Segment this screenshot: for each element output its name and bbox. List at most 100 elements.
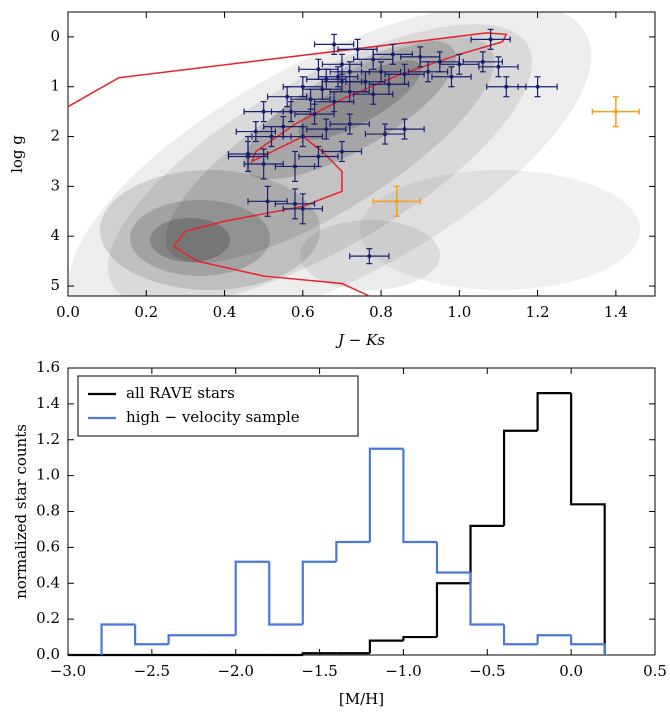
y-tick-label: 3 xyxy=(50,176,60,194)
y-tick-label: 0.2 xyxy=(36,609,60,627)
point xyxy=(613,109,618,114)
point xyxy=(269,134,274,139)
y-tick-label: 1.6 xyxy=(36,358,60,376)
point xyxy=(347,69,352,74)
histogram-step xyxy=(368,447,404,542)
x-tick-label: 0.4 xyxy=(213,303,237,321)
point xyxy=(339,62,344,67)
point xyxy=(426,69,431,74)
point xyxy=(371,57,376,62)
point xyxy=(292,201,297,206)
point xyxy=(300,134,305,139)
y-tick-label: 0 xyxy=(50,27,60,45)
x-tick-label: −3.0 xyxy=(50,662,86,680)
point xyxy=(281,124,286,129)
top-frame xyxy=(67,11,656,297)
histogram-step xyxy=(469,572,505,626)
point xyxy=(320,87,325,92)
histogram-step xyxy=(435,541,471,574)
y-tick-label: 1 xyxy=(50,77,60,95)
point xyxy=(363,79,368,84)
x-axis-label: J − Ks xyxy=(335,331,385,349)
point xyxy=(386,82,391,87)
point xyxy=(379,69,384,74)
x-axis-label: [M/H] xyxy=(339,690,384,708)
point xyxy=(316,154,321,159)
point xyxy=(402,127,407,132)
histogram-step xyxy=(502,624,538,646)
histogram-step xyxy=(469,524,505,584)
x-tick-label: 1.4 xyxy=(604,303,628,321)
point xyxy=(246,154,251,159)
y-tick-label: 0.4 xyxy=(36,573,60,591)
point xyxy=(347,122,352,127)
point xyxy=(339,79,344,84)
point xyxy=(339,149,344,154)
histogram-step xyxy=(167,634,203,645)
histogram-step xyxy=(536,634,572,645)
point xyxy=(390,52,395,57)
histogram-step xyxy=(435,582,471,638)
x-tick-label: 0.2 xyxy=(134,303,158,321)
x-tick-label: −1.5 xyxy=(301,662,337,680)
histogram-step xyxy=(570,635,606,655)
density-contours xyxy=(68,12,640,296)
point xyxy=(457,62,462,67)
histogram-step xyxy=(234,560,270,636)
point xyxy=(496,64,501,69)
x-tick-label: 1.0 xyxy=(447,303,471,321)
point xyxy=(253,129,258,134)
point xyxy=(371,92,376,97)
point xyxy=(316,67,321,72)
point xyxy=(312,112,317,117)
y-tick-label: 0.6 xyxy=(36,537,60,555)
y-tick-label: 5 xyxy=(50,276,60,294)
point xyxy=(535,84,540,89)
point xyxy=(504,84,509,89)
point xyxy=(367,254,372,259)
point xyxy=(261,161,266,166)
legend-box xyxy=(77,375,359,437)
x-tick-label: 1.2 xyxy=(526,303,550,321)
y-tick-label: 1.2 xyxy=(36,430,60,448)
histogram-step xyxy=(301,560,337,625)
point xyxy=(382,132,387,137)
point xyxy=(285,94,290,99)
legend-label: all RAVE stars xyxy=(126,384,235,402)
point xyxy=(289,109,294,114)
point xyxy=(292,164,297,169)
y-tick-label: 1.4 xyxy=(36,394,60,412)
point xyxy=(261,109,266,114)
x-tick-label: 0.8 xyxy=(369,303,393,321)
histogram-step xyxy=(335,540,370,562)
histogram-step xyxy=(133,624,169,646)
point xyxy=(347,89,352,94)
y-tick-label: 2 xyxy=(50,127,60,145)
histogram-step xyxy=(268,561,303,626)
histogram-step xyxy=(402,448,437,544)
y-axis-label: log g xyxy=(8,135,26,173)
x-tick-label: 0.6 xyxy=(291,303,315,321)
y-tick-label: 0.0 xyxy=(36,645,60,663)
point xyxy=(394,199,399,204)
x-tick-label: 0.5 xyxy=(643,662,667,680)
y-tick-label: 0.8 xyxy=(36,502,60,520)
point xyxy=(332,42,337,47)
point xyxy=(402,72,407,77)
x-tick-label: 0.0 xyxy=(559,662,583,680)
histogram-step xyxy=(368,639,404,654)
point xyxy=(324,77,329,82)
histogram-step xyxy=(502,429,538,526)
point xyxy=(265,199,270,204)
point xyxy=(480,59,485,64)
histogram-step xyxy=(100,623,136,655)
point xyxy=(300,206,305,211)
point xyxy=(324,127,329,132)
point xyxy=(418,54,423,59)
y-axis-label: normalized star counts xyxy=(12,424,30,599)
histogram-step xyxy=(402,635,437,641)
y-tick-label: 4 xyxy=(50,226,60,244)
point xyxy=(449,74,454,79)
histogram-step xyxy=(570,393,606,655)
histogram-step xyxy=(536,392,572,431)
